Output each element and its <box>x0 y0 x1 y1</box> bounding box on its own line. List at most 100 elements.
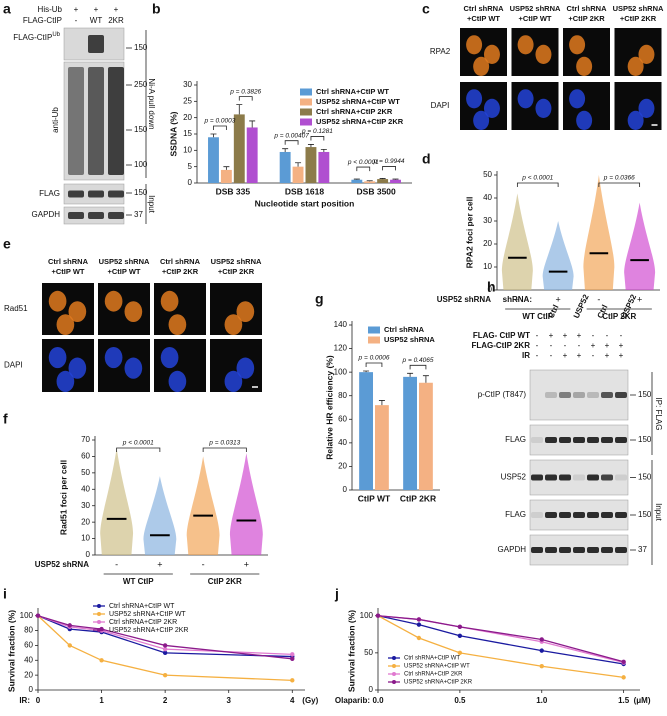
nucleus <box>224 314 243 335</box>
side-label: Input <box>147 195 156 214</box>
blot-band <box>88 190 104 198</box>
blot-label: FLAG <box>505 435 526 444</box>
error-bar <box>282 148 289 152</box>
y-tick-label: 20 <box>24 670 33 679</box>
nucleus <box>638 98 655 118</box>
point <box>290 656 295 661</box>
p-bracket <box>116 447 161 452</box>
x-tick-label: 1 <box>99 696 104 705</box>
row-label: DAPI <box>4 361 23 370</box>
point <box>35 613 41 618</box>
y-tick-label: 80 <box>338 391 347 400</box>
nucleus <box>56 370 75 392</box>
lane-sign: - <box>536 331 539 340</box>
nucleus <box>236 357 255 379</box>
lane-sign: + <box>114 5 119 14</box>
side-label: Ni-A pull down <box>147 78 156 129</box>
dot-cloud <box>583 175 615 290</box>
error-bar <box>295 162 302 167</box>
nucleus <box>466 35 483 55</box>
legend-label: USP52 shRNA+CtIP WT <box>404 664 470 670</box>
nucleus <box>124 301 143 322</box>
bar <box>208 137 219 183</box>
legend-label: USP52 shRNA+CtIP 2KR <box>404 680 473 686</box>
column-header: Ctrl shRNA <box>48 257 89 266</box>
marker-label: 100 <box>134 160 148 169</box>
legend-point <box>392 680 396 684</box>
nucleus <box>236 301 255 322</box>
legend-swatch <box>368 326 380 334</box>
side-label: IP: FLAG <box>654 398 663 431</box>
blot-band <box>587 392 599 398</box>
blot-label-sup: Ub <box>52 32 60 38</box>
nucleus <box>627 110 644 130</box>
blot-band <box>601 512 613 518</box>
row-label: IR <box>522 351 530 360</box>
blot-band <box>601 437 613 443</box>
blot-band <box>587 437 599 443</box>
point <box>539 648 544 653</box>
y-tick-label: 100 <box>20 611 34 620</box>
p-bracket <box>516 182 559 187</box>
lane-sign: - <box>620 331 623 340</box>
marker-label: 37 <box>134 210 143 219</box>
blot-band <box>573 474 585 481</box>
y-tick-label: 20 <box>338 462 347 471</box>
marker-label: 150 <box>638 435 652 444</box>
lane-sign: - <box>564 341 567 350</box>
y-tick-label: 20 <box>483 239 492 248</box>
error-bar <box>223 166 230 170</box>
y-tick-label: 60 <box>24 641 33 650</box>
legend-swatch <box>368 336 380 344</box>
lane-sign: + <box>591 341 596 350</box>
point <box>375 613 381 618</box>
column-header: USP52 shRNA <box>510 4 561 13</box>
lane-sign: - <box>550 341 553 350</box>
micrograph <box>98 283 150 335</box>
y-tick-label: 0 <box>29 685 34 694</box>
legend-swatch <box>300 108 312 116</box>
bar <box>292 166 304 183</box>
panel-letter: g <box>315 291 324 307</box>
blot-band <box>545 512 557 518</box>
nucleus <box>104 346 123 369</box>
p-bracket <box>213 125 227 130</box>
legend-label: USP52 shRNA+CtIP 2KR <box>316 117 404 126</box>
y-tick-label: 100 <box>334 367 348 376</box>
nucleus <box>473 110 490 130</box>
blot-band <box>587 547 599 553</box>
nucleus <box>638 44 655 64</box>
point <box>67 643 72 648</box>
point <box>162 643 168 648</box>
point <box>539 637 544 642</box>
panel-letter: f <box>3 411 8 427</box>
lane-sign: - <box>550 351 553 360</box>
blot-band <box>108 190 124 198</box>
panel-letter: i <box>3 586 7 602</box>
nucleus <box>483 98 500 118</box>
blot-band <box>573 437 585 443</box>
point <box>290 678 295 683</box>
error-bar <box>210 133 217 138</box>
legend-label: Ctrl shRNA+CtIP WT <box>404 656 460 662</box>
blot-band <box>587 474 599 481</box>
p-bracket <box>356 166 371 172</box>
y-tick-label: 40 <box>483 193 492 202</box>
legend-point <box>97 612 101 616</box>
point <box>162 672 168 678</box>
legend-label: Ctrl shRNA+CtIP 2KR <box>316 107 393 116</box>
nucleus <box>48 346 67 369</box>
y-tick-label: 60 <box>81 452 90 461</box>
panel-letter: h <box>487 279 496 295</box>
y-tick-label: 80 <box>24 626 33 635</box>
x-tick-label: 3 <box>226 696 231 705</box>
blot-band <box>559 547 571 553</box>
blot-label: FLAG <box>39 189 60 198</box>
blot-band <box>108 212 124 219</box>
lane-sign: + <box>605 351 610 360</box>
p-value: p = 0.0006 <box>358 355 390 362</box>
y-tick-label: 0 <box>188 178 193 187</box>
lane-sign: - <box>536 341 539 350</box>
x-tick-label: 1.0 <box>536 696 548 705</box>
p-value: p = 0.00407 <box>273 132 309 139</box>
